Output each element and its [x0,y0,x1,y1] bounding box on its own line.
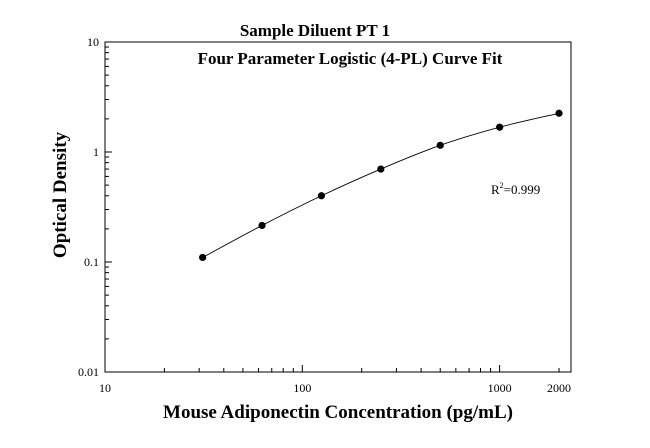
y-tick-label: 0.1 [84,255,99,269]
x-axis-label: Mouse Adiponectin Concentration (pg/mL) [163,402,513,423]
x-tick-label: 10 [99,381,111,395]
x-tick-label: 2000 [547,381,571,395]
data-points [199,109,563,262]
data-point [258,221,266,230]
data-point [436,141,444,149]
x-tick-label: 1000 [488,381,512,395]
data-point [555,109,563,117]
data-point [377,165,385,173]
y-axis-label: Optical Density [50,131,71,258]
plot-frame [104,41,572,373]
data-point [199,253,207,262]
y-tick-label: 1 [93,145,99,159]
r-squared-base: R [491,182,500,197]
data-point [317,192,326,200]
chart-subtitle: Four Parameter Logistic (4-PL) Curve Fit [198,49,503,68]
x-tick-label: 100 [293,381,311,395]
y-tick-label: 0.01 [78,365,99,379]
y-axis-ticks: 10 1 0.1 0.01 [78,35,112,379]
x-axis-ticks: 10 100 1000 2000 [99,365,571,395]
r-squared-value: =0.999 [504,182,541,197]
r-squared-annotation: R2=0.999 [491,181,540,197]
y-tick-label: 10 [87,35,99,49]
r-squared-superscript: 2 [500,181,504,190]
data-point [496,123,504,131]
chart-title: Sample Diluent PT 1 [240,21,390,40]
